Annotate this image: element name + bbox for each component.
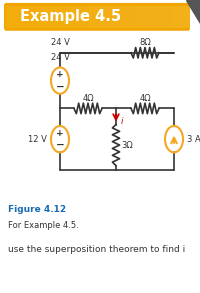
Text: Figure 4.12: Figure 4.12 xyxy=(8,205,66,214)
Text: +: + xyxy=(56,129,64,138)
Text: 3Ω: 3Ω xyxy=(121,141,133,149)
FancyBboxPatch shape xyxy=(80,6,89,28)
FancyBboxPatch shape xyxy=(116,6,126,28)
FancyBboxPatch shape xyxy=(43,6,52,28)
FancyBboxPatch shape xyxy=(52,6,61,28)
FancyBboxPatch shape xyxy=(6,6,15,28)
Text: 24 V: 24 V xyxy=(51,38,69,47)
Polygon shape xyxy=(186,0,200,23)
Text: Example 4.5: Example 4.5 xyxy=(20,9,121,24)
FancyBboxPatch shape xyxy=(181,6,190,28)
FancyBboxPatch shape xyxy=(126,6,135,28)
Text: 4Ω: 4Ω xyxy=(82,93,94,103)
Text: i: i xyxy=(121,117,124,126)
Text: use the superposition theorem to find i: use the superposition theorem to find i xyxy=(8,245,185,254)
FancyBboxPatch shape xyxy=(153,6,162,28)
Text: −: − xyxy=(56,81,64,91)
Text: −: − xyxy=(56,140,64,150)
Text: For Example 4.5.: For Example 4.5. xyxy=(8,221,79,230)
FancyBboxPatch shape xyxy=(70,6,80,28)
FancyBboxPatch shape xyxy=(107,6,116,28)
FancyBboxPatch shape xyxy=(144,6,153,28)
FancyBboxPatch shape xyxy=(61,6,70,28)
Text: +: + xyxy=(56,70,64,79)
FancyBboxPatch shape xyxy=(172,6,181,28)
Text: 4Ω: 4Ω xyxy=(139,93,151,103)
FancyBboxPatch shape xyxy=(34,6,43,28)
FancyBboxPatch shape xyxy=(89,6,98,28)
FancyBboxPatch shape xyxy=(24,6,34,28)
FancyBboxPatch shape xyxy=(4,3,190,31)
FancyBboxPatch shape xyxy=(98,6,107,28)
Text: 3 A: 3 A xyxy=(187,135,200,144)
Text: 24 V: 24 V xyxy=(51,52,69,62)
Text: 12 V: 12 V xyxy=(28,135,47,144)
FancyBboxPatch shape xyxy=(135,6,144,28)
FancyBboxPatch shape xyxy=(15,6,24,28)
FancyBboxPatch shape xyxy=(162,6,172,28)
Text: 8Ω: 8Ω xyxy=(139,38,151,47)
